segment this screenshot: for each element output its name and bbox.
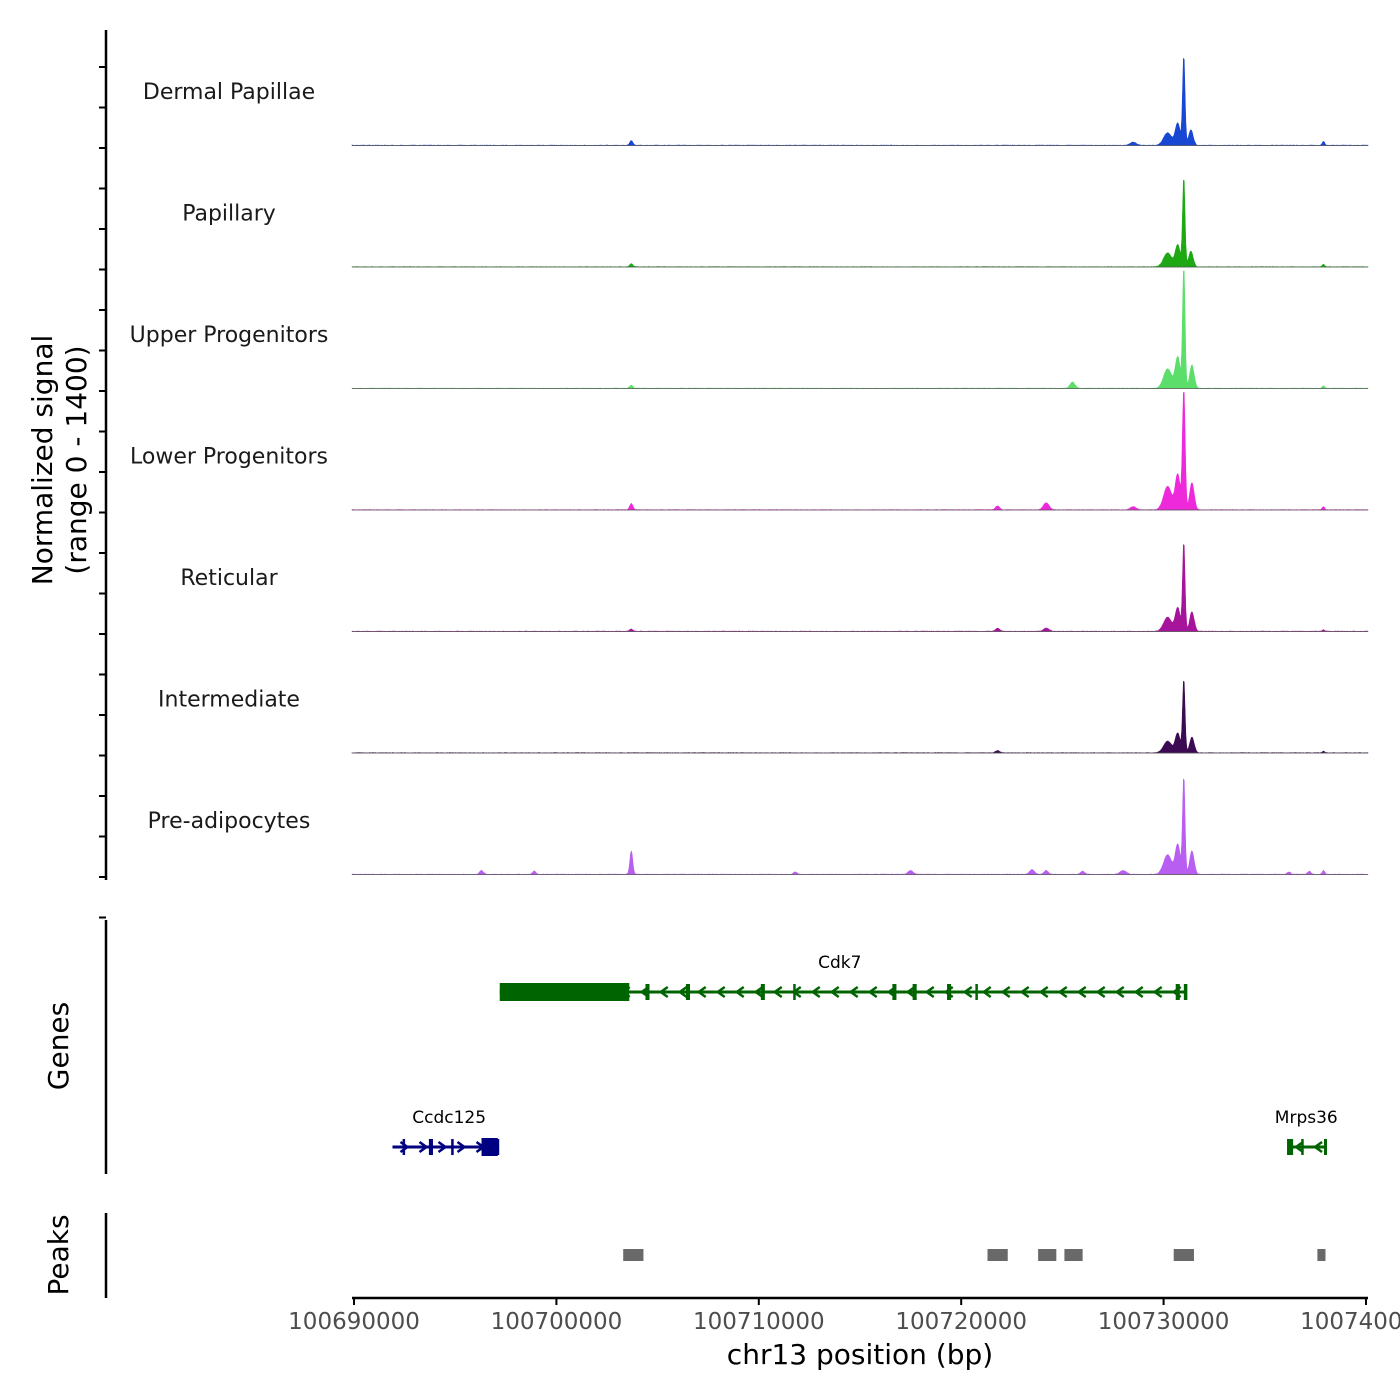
gene-exon — [481, 1138, 498, 1156]
gene-exon — [402, 1139, 406, 1155]
gene-exon — [947, 984, 952, 1000]
gene-exon — [912, 984, 917, 1000]
gene-exon — [1175, 984, 1180, 1000]
peak-region — [1317, 1249, 1326, 1261]
strand-arrow — [1114, 985, 1125, 999]
signal-track: Lower Progenitors — [130, 392, 1369, 511]
strand-arrow — [1095, 985, 1106, 999]
gene-exon — [685, 984, 690, 1000]
track-label: Papillary — [182, 202, 276, 227]
signal-track: Papillary — [182, 179, 1369, 268]
strand-arrow — [1293, 1140, 1304, 1154]
strand-arrow — [772, 985, 783, 999]
strand-arrow — [905, 985, 916, 999]
signal-y-axis-title: Normalized signal (range 0 - 1400) — [26, 335, 93, 586]
gene: Mrps36 — [1275, 1108, 1338, 1155]
track-label: Reticular — [180, 566, 278, 591]
peak-region — [987, 1249, 1008, 1261]
gene-exon — [892, 984, 897, 1000]
strand-arrow — [1133, 985, 1144, 999]
gene-label: Mrps36 — [1275, 1108, 1338, 1128]
x-tick-label: 100710000 — [693, 1309, 825, 1335]
gene-exon — [428, 1139, 433, 1155]
strand-arrow — [981, 985, 992, 999]
x-tick-label: 100690000 — [288, 1309, 420, 1335]
signal-area — [351, 179, 1369, 268]
strand-arrow — [715, 985, 726, 999]
signal-area — [351, 680, 1369, 754]
gene-label: Cdk7 — [818, 953, 861, 973]
strand-arrow — [696, 985, 707, 999]
signal-area — [351, 778, 1369, 875]
strand-arrow — [734, 985, 745, 999]
gene: Cdk7 — [499, 953, 1188, 1001]
peak-region-track — [623, 1249, 1326, 1261]
strand-arrow — [1312, 1140, 1323, 1154]
strand-arrow — [753, 985, 764, 999]
strand-arrow — [437, 1140, 448, 1154]
genes-axis-title: Genes — [42, 1002, 75, 1090]
peaks-axis-title: Peaks — [42, 1214, 75, 1295]
strand-arrow — [456, 1140, 467, 1154]
strand-arrow — [1152, 985, 1163, 999]
strand-arrow — [1038, 985, 1049, 999]
x-axis-ticks: 100690000 100700000 100710000 100720000 1007… — [288, 1298, 1400, 1335]
gene-label: Ccdc125 — [412, 1108, 486, 1128]
strand-arrow — [848, 985, 859, 999]
signal-area — [351, 270, 1369, 389]
signal-track: Intermediate — [158, 680, 1369, 754]
strand-arrow — [829, 985, 840, 999]
x-tick-label: 100700000 — [491, 1309, 623, 1335]
gene-exon — [760, 984, 765, 1000]
x-tick-label: 100730000 — [1098, 1309, 1230, 1335]
signal-track: Reticular — [180, 543, 1369, 632]
track-label: Intermediate — [158, 688, 300, 713]
track-label: Dermal Papillae — [143, 80, 315, 105]
gene-track: Cdk7 Ccdc125 Mrps36 — [392, 953, 1338, 1156]
gene: Ccdc125 — [392, 1108, 500, 1156]
strand-arrow — [1019, 985, 1030, 999]
strand-arrow — [418, 1140, 429, 1154]
y-axis-title-line1: Normalized signal — [26, 335, 59, 586]
strand-arrow — [1076, 985, 1087, 999]
peak-region — [623, 1249, 644, 1261]
signal-area — [351, 57, 1369, 146]
signal-tracks: Dermal Papillae Papillary Upper Progenitor… — [130, 57, 1369, 875]
y-axis-title-line2: (range 0 - 1400) — [60, 345, 93, 574]
track-label: Lower Progenitors — [130, 445, 328, 470]
strand-arrow — [810, 985, 821, 999]
x-tick-label: 100740000 — [1300, 1309, 1400, 1335]
signal-track: Upper Progenitors — [130, 270, 1369, 389]
peak-region — [1038, 1249, 1057, 1261]
signal-track: Dermal Papillae — [143, 57, 1369, 146]
strand-arrow — [867, 985, 878, 999]
strand-arrow — [924, 985, 935, 999]
gene-exon — [793, 984, 796, 1000]
strand-arrow — [962, 985, 973, 999]
signal-track: Pre-adipocytes — [148, 778, 1369, 875]
gene-exon — [1301, 1139, 1304, 1155]
strand-arrow — [1057, 985, 1068, 999]
signal-y-ticks — [99, 66, 106, 919]
signal-area — [351, 543, 1369, 632]
strand-arrow — [677, 985, 688, 999]
gene-exon — [499, 983, 630, 1001]
gene-exon — [645, 984, 650, 1000]
signal-area — [351, 392, 1369, 511]
gene-exon — [975, 984, 978, 1000]
gene-exon — [451, 1139, 454, 1155]
strand-arrow — [1000, 985, 1011, 999]
gene-exon — [1287, 1139, 1294, 1155]
track-label: Pre-adipocytes — [148, 809, 311, 834]
x-tick-label: 100720000 — [895, 1309, 1027, 1335]
x-axis-title: chr13 position (bp) — [727, 1338, 993, 1371]
peak-region — [1064, 1249, 1083, 1261]
strand-arrow — [658, 985, 669, 999]
peak-region — [1173, 1249, 1194, 1261]
track-label: Upper Progenitors — [130, 323, 329, 348]
